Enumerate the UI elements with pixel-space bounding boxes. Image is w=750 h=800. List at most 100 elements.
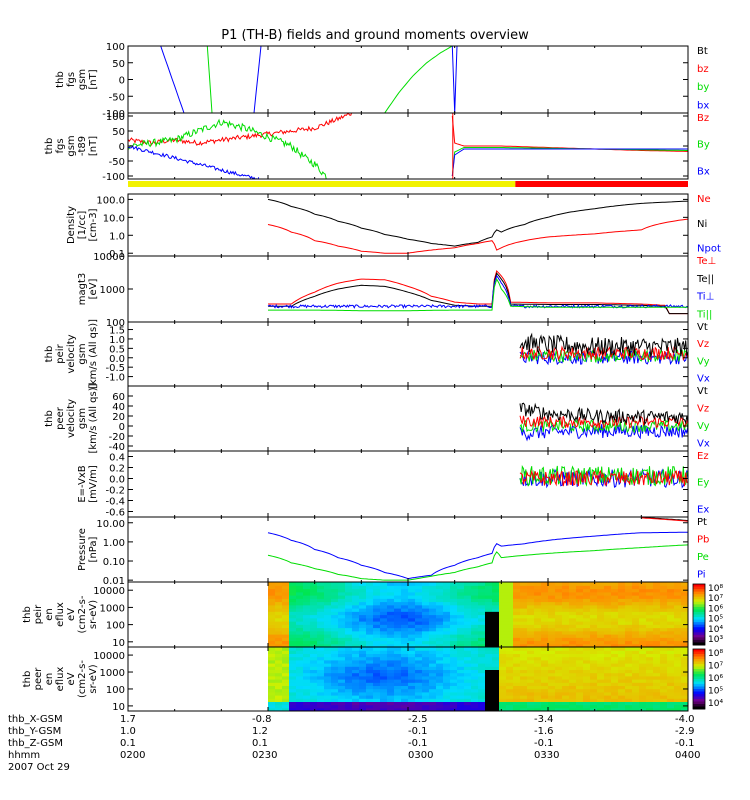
spectrogram-cell [569, 604, 577, 609]
spectrogram-cell [387, 637, 395, 642]
spectrogram-cell [394, 601, 402, 606]
spectrogram-cell [576, 634, 584, 638]
spectrogram-cell [569, 675, 577, 680]
spectrogram-cell [380, 679, 388, 683]
legend-entry: bx [697, 100, 709, 111]
spectrogram-cell [653, 617, 661, 622]
spectrogram-cell [597, 614, 605, 619]
spectrogram-cell [422, 659, 430, 664]
spectrogram-cell [604, 682, 612, 686]
spectrogram-cell [429, 643, 437, 647]
spectrogram-cell [436, 688, 444, 693]
colorbar-cell [693, 674, 705, 677]
spectrogram-cell [408, 704, 416, 709]
spectrogram-cell [394, 624, 402, 629]
spectrogram-cell [352, 698, 360, 702]
spectrogram-cell [576, 653, 584, 658]
spectrogram-cell [625, 659, 633, 664]
spectrogram-cell [345, 624, 353, 629]
spectrogram-cell [478, 659, 486, 664]
spectrogram-cell [646, 624, 654, 629]
spectrogram-cell [639, 695, 647, 699]
spectrogram-cell [681, 669, 688, 674]
spectrogram-cell [471, 634, 479, 638]
spectrogram-cell [338, 588, 346, 593]
spectrogram-cell [590, 688, 598, 693]
spectrogram-cell [268, 601, 276, 606]
spectrogram-cell [639, 595, 647, 599]
legend-entry: Pe [697, 552, 709, 563]
spectrogram-cell [408, 585, 416, 590]
spectrogram-cell [478, 640, 486, 645]
y-axis-label: thb [22, 606, 33, 623]
spectrogram-cell [429, 627, 437, 632]
spectrogram-cell [681, 695, 688, 699]
spectrogram-cell [464, 614, 472, 619]
colorbar-cell [693, 589, 705, 593]
spectrogram-cell [674, 608, 682, 612]
spectrogram-cell [611, 704, 619, 709]
colorbar-cell [693, 601, 705, 605]
legend-entry: Vy [697, 421, 710, 432]
spectrogram-cell [548, 637, 556, 642]
spectrogram-cell [499, 634, 507, 638]
spectrogram-cell [674, 611, 682, 616]
spectrogram-cell [422, 621, 430, 625]
spectrogram-cell [534, 656, 542, 661]
spectrogram-cell [268, 653, 276, 658]
spectrogram-cell [478, 682, 486, 686]
spectrogram-cell [464, 604, 472, 609]
spectrogram-cell [324, 672, 332, 677]
spectrogram-cell [415, 656, 423, 661]
spectrogram-cell [443, 672, 451, 677]
spectrogram-cell [408, 598, 416, 603]
spectrogram-cell [590, 685, 598, 690]
spectrogram-cell [345, 685, 353, 690]
x-ticks [127, 647, 689, 711]
spectrogram-cell [576, 663, 584, 667]
spectrogram-cell [562, 679, 570, 683]
spectrogram-cell [464, 666, 472, 670]
spectrogram-cell [541, 669, 549, 674]
spectrogram-cell [275, 691, 283, 696]
spectrogram-cell [555, 653, 563, 658]
spectrogram-cell [506, 679, 514, 683]
spectrogram-cell [352, 634, 360, 638]
spectrogram-cell [618, 604, 626, 609]
series-line [128, 118, 328, 179]
spectrogram-cell [653, 688, 661, 693]
spectrogram-cell [562, 604, 570, 609]
spectrogram-cell [268, 621, 276, 625]
spectrogram-cell [674, 598, 682, 603]
spectrogram-cell [303, 685, 311, 690]
spectrogram-cell [282, 691, 290, 696]
spectrogram-cell [457, 698, 465, 702]
spectrogram-cell [541, 640, 549, 645]
spectrogram-cell [492, 640, 500, 645]
spectrogram-cell [681, 701, 688, 706]
spectrogram-cell [310, 591, 318, 596]
spectrogram-cell [562, 695, 570, 699]
spectrogram-cell [345, 621, 353, 625]
spectrogram-cell [331, 675, 339, 680]
spectrogram-cell [583, 669, 591, 674]
spectrogram-cell [310, 643, 318, 647]
spectrogram-cell [527, 663, 535, 667]
spectrogram-cell [387, 624, 395, 629]
spectrogram-cell [541, 704, 549, 709]
spectrogram-cell [590, 621, 598, 625]
spectrogram-cell [464, 647, 472, 651]
spectrogram-cell [450, 656, 458, 661]
spectrogram-cell [310, 601, 318, 606]
spectrogram-cell [499, 659, 507, 664]
spectrogram-cell [303, 637, 311, 642]
spectrogram-cell [401, 601, 409, 606]
spectrogram-cell [674, 704, 682, 709]
spectrogram-cell [569, 663, 577, 667]
spectrogram-cell [506, 611, 514, 616]
spectrogram-cell [422, 682, 430, 686]
spectrogram-cell [604, 588, 612, 593]
spectrogram-cell [436, 707, 444, 711]
spectrogram-cell [443, 704, 451, 709]
spectrogram-cell [506, 704, 514, 709]
